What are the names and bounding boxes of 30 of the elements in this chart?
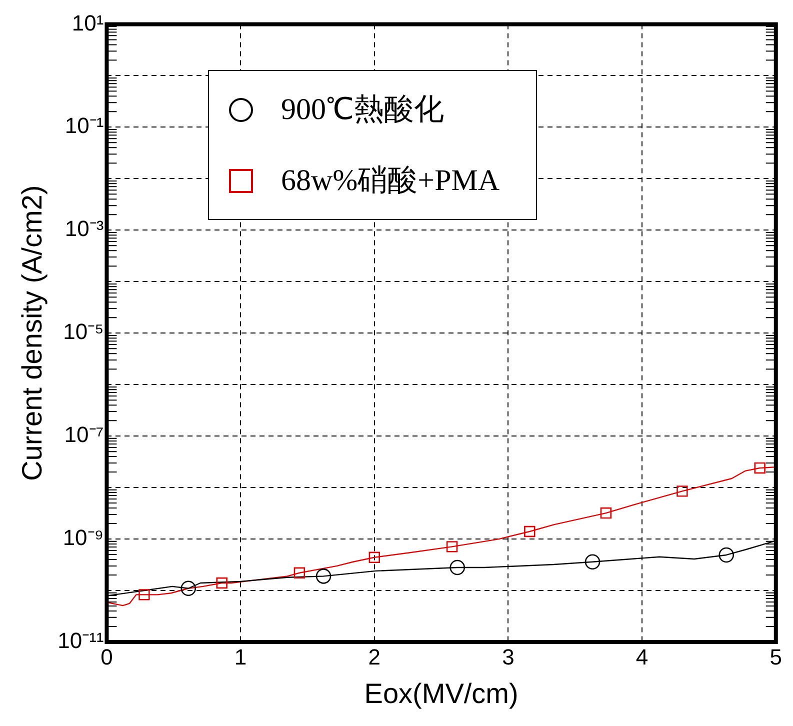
point	[524, 526, 536, 538]
point	[718, 547, 734, 563]
legend-label: 900℃熱酸化	[281, 92, 444, 128]
point	[368, 552, 380, 563]
y-axis-title: Current density (A/cm2)	[16, 185, 48, 481]
y-tick-label: 10⁻¹	[64, 113, 104, 138]
point	[584, 554, 600, 570]
x-tick-label: 2	[368, 644, 381, 670]
point	[676, 486, 688, 497]
point	[446, 541, 458, 552]
x-tick-label: 5	[770, 644, 782, 670]
y-tick-label: 10⁻³	[64, 216, 104, 242]
x-tick-label: 1	[234, 644, 247, 670]
legend-label: 68w%硝酸+PMA	[281, 163, 500, 199]
point	[294, 567, 306, 578]
y-tick-label: 10⁻⁹	[62, 525, 104, 550]
point	[180, 580, 196, 596]
x-tick-label: 4	[636, 644, 648, 670]
y-tick-label: 10¹	[72, 10, 104, 36]
point	[316, 568, 332, 584]
point	[600, 507, 612, 519]
point	[138, 589, 150, 600]
x-tick-label: 0	[100, 644, 113, 670]
point	[450, 560, 466, 576]
point	[216, 577, 228, 589]
point	[754, 462, 766, 474]
x-tick-label: 3	[502, 644, 514, 670]
y-tick-label: 10⁻⁵	[63, 319, 104, 344]
x-axis-title: Eox(MV/cm)	[364, 678, 518, 709]
y-tick-label: 10⁻⁷	[64, 422, 104, 448]
